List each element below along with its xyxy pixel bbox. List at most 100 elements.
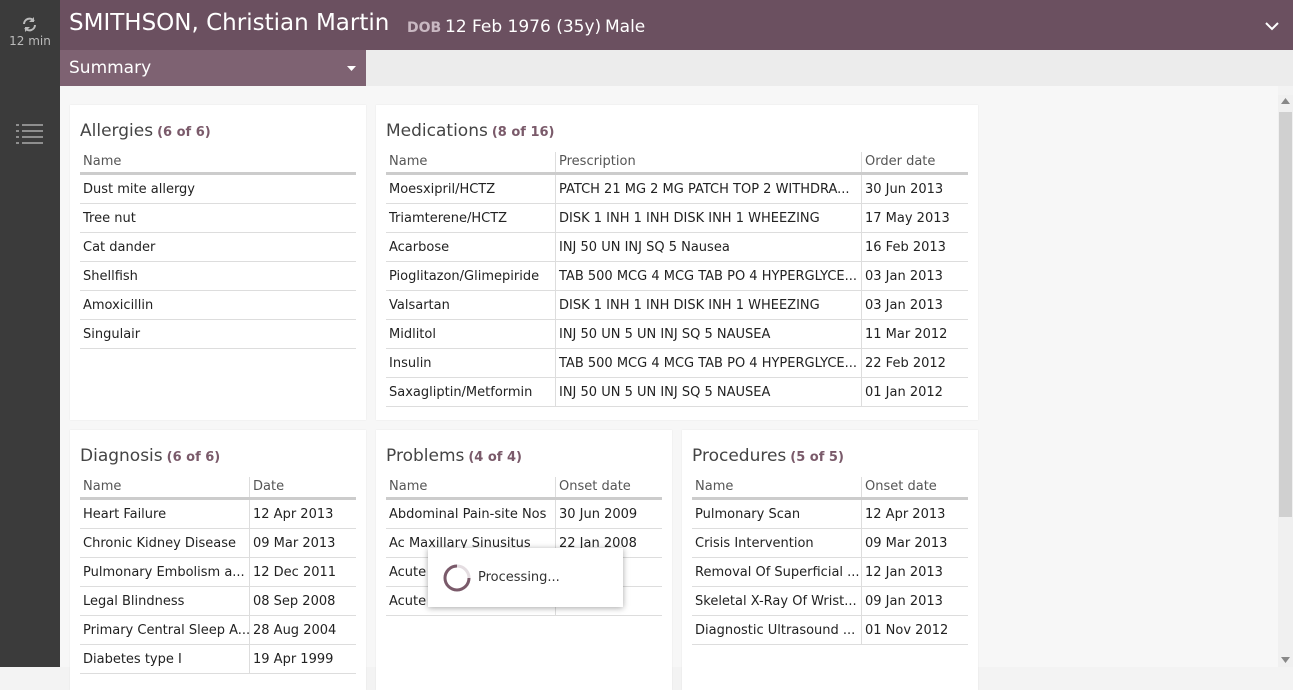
column-header: Name [695, 479, 734, 494]
table-cell: Abdominal Pain-site Nos [389, 507, 547, 522]
column-header: Name [389, 154, 428, 169]
table-cell: Acarbose [389, 240, 450, 255]
patient-name: SMITHSON, Christian Martin [69, 10, 390, 36]
table-cell: Heart Failure [83, 507, 167, 522]
refresh-icon[interactable] [21, 16, 38, 33]
row-divider [80, 319, 356, 320]
sidebar: 12 min [0, 0, 60, 667]
row-divider [386, 319, 968, 320]
scrollbar[interactable] [1278, 95, 1293, 667]
table-cell: 09 Jan 2013 [865, 594, 943, 609]
column-header: Name [83, 479, 122, 494]
row-divider [80, 348, 356, 349]
row-divider [80, 261, 356, 262]
panel-count: (4 of 4) [468, 450, 522, 465]
header-rule [386, 497, 662, 500]
table-cell: Primary Central Sleep A... [83, 623, 250, 638]
table-cell: 30 Jun 2013 [865, 182, 944, 197]
dob-label: DOB [407, 20, 442, 36]
table-cell: INJ 50 UN 5 UN INJ SQ 5 NAUSEA [559, 385, 771, 400]
spinner [443, 564, 471, 592]
table-cell: Pulmonary Embolism a... [83, 565, 245, 580]
header-rule [386, 172, 968, 175]
table-cell: Tree nut [83, 211, 136, 226]
table-cell: Chronic Kidney Disease [83, 536, 237, 551]
row-divider [692, 528, 968, 529]
table-cell: TAB 500 MCG 4 MCG TAB PO 4 HYPERGLYCE... [559, 356, 858, 371]
table-cell: Crisis Intervention [695, 536, 814, 551]
table-cell: Acute [389, 594, 427, 609]
panel: Diagnosis (6 of 6) Name Date Heart Failure 12… [70, 430, 366, 690]
table-cell: Pioglitazon/Glimepiride [389, 269, 540, 284]
header-rule [692, 497, 968, 500]
panel-count: (6 of 6) [166, 450, 221, 465]
table-cell: 22 Jan 2008 [559, 536, 637, 551]
row-divider [80, 528, 356, 529]
row-divider [80, 615, 356, 616]
column-divider [555, 477, 556, 616]
table-cell: PATCH 21 MG 2 MG PATCH TOP 2 WITHDRA... [559, 182, 850, 197]
column-header: Prescription [559, 154, 636, 169]
dropdown-arrow [347, 66, 356, 71]
row-divider [80, 644, 356, 645]
table-cell: 17 May 2013 [865, 211, 950, 226]
panel: Procedures (5 of 5) Name Onset date Pulmonar… [682, 430, 978, 690]
table-cell: INJ 50 UN INJ SQ 5 Nausea [559, 240, 730, 255]
table-cell: 09 Mar 2013 [253, 536, 336, 551]
panel-title-text: Allergies [80, 121, 154, 141]
table-cell: Diabetes type I [83, 652, 182, 667]
table-cell: Shellfish [83, 269, 138, 284]
row-divider [692, 644, 968, 645]
processing-message: Processing... [478, 570, 560, 585]
table-cell: 09 Mar 2013 [865, 536, 948, 551]
table-cell: Acute [389, 565, 427, 580]
table-cell: Valsartan [389, 298, 450, 313]
table-cell: 01 Nov 2012 [865, 623, 949, 638]
table-cell: DISK 1 INH 1 INH DISK INH 1 WHEEZING [559, 298, 820, 313]
column-header: Date [253, 479, 285, 494]
row-divider [80, 557, 356, 558]
table-cell: Skeletal X-Ray Of Wrist... [695, 594, 857, 609]
row-divider [692, 557, 968, 558]
scroll-down[interactable] [1281, 657, 1290, 663]
panel-title: Medications (8 of 16) [386, 121, 555, 141]
view-selector[interactable]: Summary [60, 50, 366, 86]
panel-title: Procedures (5 of 5) [692, 446, 844, 466]
expand-banner[interactable] [1265, 22, 1279, 31]
table-cell: 22 Feb 2012 [865, 356, 946, 371]
toolbar [366, 50, 1293, 86]
table-cell: 19 Apr 1999 [253, 652, 334, 667]
table-cell: Cat dander [83, 240, 156, 255]
row-divider [80, 290, 356, 291]
table-cell: Insulin [389, 356, 432, 371]
table-cell: Legal Blindness [83, 594, 185, 609]
menu-icon[interactable] [16, 123, 44, 145]
panel-count: (6 of 6) [157, 125, 211, 140]
table-cell: 12 Apr 2013 [865, 507, 946, 522]
table-cell: 28 Aug 2004 [253, 623, 337, 638]
table-cell: 12 Apr 2013 [253, 507, 334, 522]
column-divider [555, 152, 556, 407]
row-divider [80, 673, 356, 674]
panel-title: Allergies (6 of 6) [80, 121, 211, 141]
session-timer: 12 min [9, 34, 51, 48]
patient-banner: SMITHSON, Christian Martin DOB 12 Feb 19… [60, 0, 1293, 50]
panel-title-text: Medications [386, 121, 488, 141]
table-cell: Saxagliptin/Metformin [389, 385, 533, 400]
scroll-thumb[interactable] [1279, 112, 1292, 517]
table-cell: 08 Sep 2008 [253, 594, 336, 609]
scroll-up[interactable] [1281, 98, 1290, 104]
row-divider [386, 261, 968, 262]
panel-title: Problems (4 of 4) [386, 446, 522, 466]
table-cell: 11 Mar 2012 [865, 327, 948, 342]
panel: Medications (8 of 16) Name Prescription Orde… [376, 105, 978, 420]
panel-count: (8 of 16) [491, 125, 555, 140]
row-divider [692, 615, 968, 616]
table-cell: Midlitol [389, 327, 436, 342]
table-cell: Removal Of Superficial ... [695, 565, 860, 580]
column-header: Onset date [865, 479, 937, 494]
row-divider [386, 348, 968, 349]
row-divider [692, 586, 968, 587]
table-cell: TAB 500 MCG 4 MCG TAB PO 4 HYPERGLYCE... [559, 269, 858, 284]
